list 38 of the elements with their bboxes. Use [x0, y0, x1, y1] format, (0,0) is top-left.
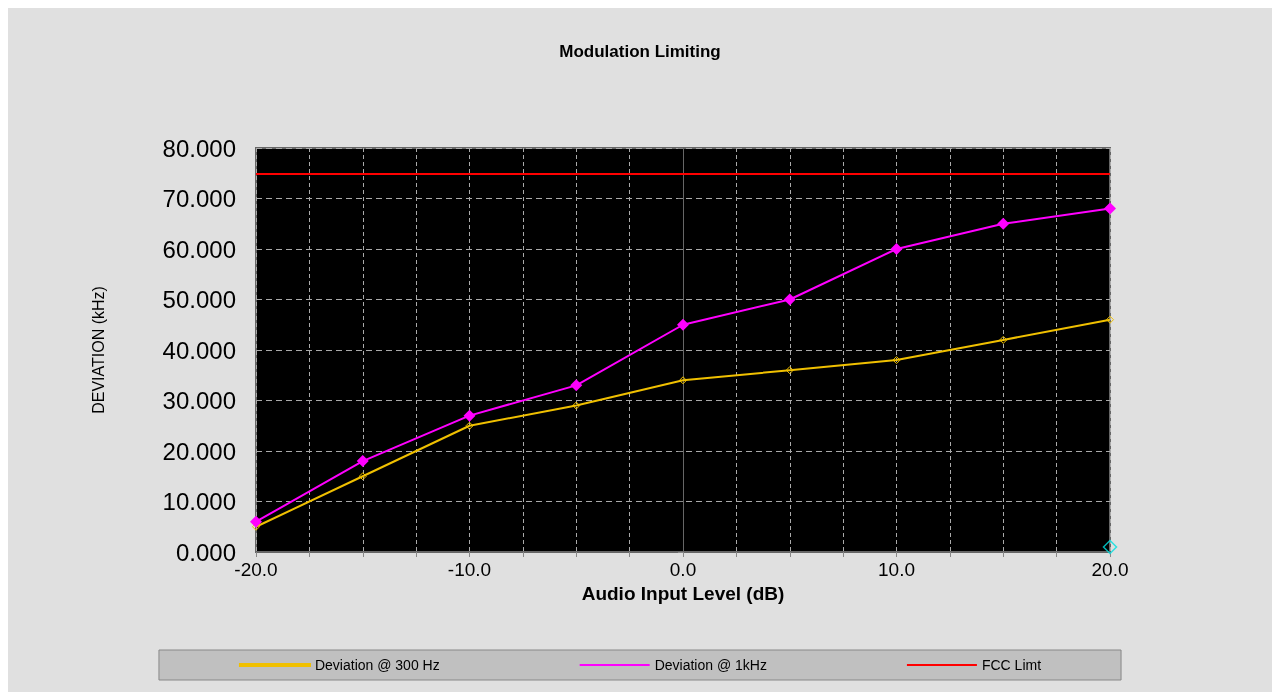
- point: [997, 217, 1010, 230]
- point: [783, 293, 796, 306]
- point: [1104, 202, 1116, 215]
- point: [1102, 539, 1118, 555]
- y-tick-label: 20.000: [162, 437, 236, 465]
- y-tick-label: 50.000: [162, 286, 236, 313]
- x-tick-label: -20.0: [234, 559, 278, 580]
- legend-label: FCC Limt: [981, 657, 1042, 673]
- point: [572, 401, 581, 410]
- point: [999, 335, 1008, 344]
- x-tick-label: -10.0: [447, 559, 492, 580]
- y-tick-label: 10.000: [162, 488, 236, 515]
- point: [463, 409, 476, 422]
- point: [677, 318, 689, 331]
- point: [250, 515, 262, 528]
- point: [679, 376, 687, 385]
- point: [890, 243, 903, 255]
- x-tick-label: 0.0: [669, 559, 697, 580]
- x-axis-title: Audio Input Level (dB): [581, 582, 785, 604]
- y-tick-label: 60.000: [162, 235, 236, 263]
- point: [1106, 315, 1114, 324]
- legend-label: Deviation @ 300 Hz: [314, 657, 440, 673]
- x-tick-label: 20.0: [1091, 559, 1129, 580]
- point: [570, 379, 583, 392]
- point: [785, 366, 794, 375]
- y-tick-label: 30.000: [162, 387, 236, 414]
- point: [358, 472, 367, 481]
- point: [892, 356, 901, 365]
- point: [465, 421, 474, 430]
- y-tick-label: 0.000: [175, 538, 236, 566]
- legend-label: Deviation @ 1kHz: [654, 657, 767, 673]
- y-tick-label: 40.000: [162, 336, 236, 364]
- chart-title: Modulation Limiting: [559, 42, 721, 61]
- y-tick-label: 70.000: [162, 185, 236, 212]
- x-tick-label: 10.0: [878, 559, 915, 580]
- y-tick-label: 80.000: [162, 134, 236, 162]
- y-axis-title: DEVIATION (kHz): [89, 286, 107, 414]
- point: [356, 455, 369, 468]
